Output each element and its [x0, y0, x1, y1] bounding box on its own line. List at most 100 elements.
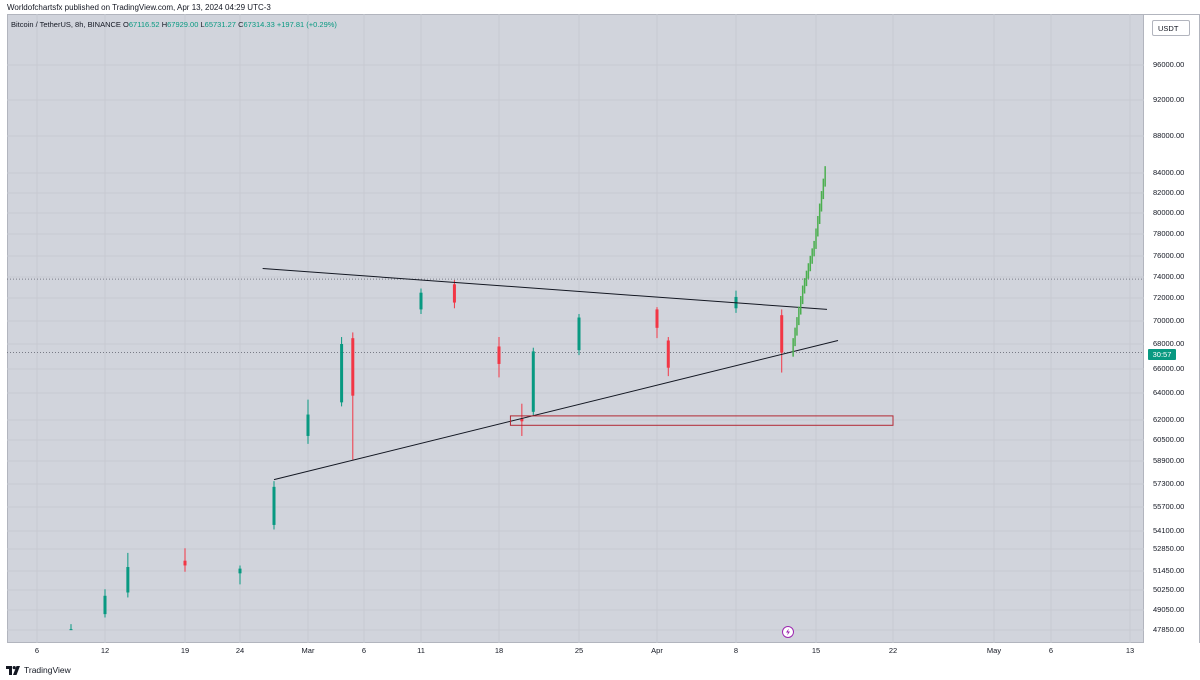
candle: [351, 332, 355, 460]
time-tick-label: Mar: [301, 646, 315, 655]
lightning-icon[interactable]: [782, 626, 794, 638]
candle: [655, 307, 659, 339]
price-tick-label: 52850.00: [1153, 544, 1185, 553]
candle: [272, 481, 276, 530]
trendline: [273, 340, 839, 481]
time-tick-label: 6: [34, 646, 40, 655]
tradingview-logo[interactable]: TradingView: [6, 663, 71, 677]
price-tick-label: 80000.00: [1153, 208, 1185, 217]
price-tick-label: 64000.00: [1153, 388, 1185, 397]
candle: [666, 337, 670, 377]
time-tick-label: 24: [235, 646, 245, 655]
price-tick-label: 96000.00: [1153, 60, 1185, 69]
price-tick-label: 76000.00: [1153, 251, 1185, 260]
price-tick-label: 72000.00: [1153, 293, 1185, 302]
brand-name: TradingView: [24, 665, 71, 675]
price-tick-label: 54100.00: [1153, 526, 1185, 535]
candle-body: [419, 292, 423, 310]
currency-button[interactable]: USDT: [1152, 20, 1190, 36]
price-tick-label: 70000.00: [1153, 316, 1185, 325]
candle-body: [126, 567, 130, 593]
legend-change: +197.81 (+0.29%): [276, 20, 337, 29]
candle-body: [666, 340, 670, 368]
price-tick-label: 66000.00: [1153, 364, 1185, 373]
time-tick-label: 15: [811, 646, 821, 655]
trendline: [262, 268, 828, 310]
candle: [306, 399, 310, 444]
candle-body: [531, 351, 535, 412]
last-price-tag: 30:57: [1148, 349, 1176, 360]
candle: [734, 290, 738, 313]
candle: [577, 314, 581, 356]
candle: [103, 589, 107, 618]
candle-body: [306, 414, 310, 436]
candle: [452, 280, 456, 309]
time-tick-label: 12: [100, 646, 110, 655]
price-tick-label: 74000.00: [1153, 272, 1185, 281]
price-tick-label: 57300.00: [1153, 479, 1185, 488]
price-tick-label: 58900.00: [1153, 456, 1185, 465]
price-tick-label: 62000.00: [1153, 415, 1185, 424]
price-tick-label: 84000.00: [1153, 168, 1185, 177]
price-tick-label: 92000.00: [1153, 95, 1185, 104]
time-tick-label: 6: [1048, 646, 1054, 655]
price-tick-label: 51450.00: [1153, 566, 1185, 575]
legend-high: 67929.00: [167, 20, 199, 29]
candle: [238, 565, 242, 585]
drawings: [262, 166, 894, 481]
candle-body: [272, 486, 276, 525]
price-tick-label: 78000.00: [1153, 229, 1185, 238]
candle: [780, 309, 784, 373]
candle: [419, 288, 423, 315]
price-tick-label: 55700.00: [1153, 502, 1185, 511]
legend-symbol: Bitcoin / TetherUS, 8h, BINANCE: [11, 20, 121, 29]
candle: [340, 337, 344, 407]
candle: [69, 624, 73, 631]
candle-body: [183, 560, 187, 566]
time-tick-label: 19: [180, 646, 190, 655]
time-tick-label: May: [986, 646, 1002, 655]
price-tick-label: 47850.00: [1153, 625, 1185, 634]
candle: [183, 548, 187, 572]
price-tick-label: 50250.00: [1153, 585, 1185, 594]
time-tick-label: 11: [417, 646, 425, 655]
time-tick-label: 25: [574, 646, 584, 655]
price-tick-label: 82000.00: [1153, 188, 1185, 197]
candle-body: [69, 629, 73, 631]
time-tick-label: 8: [733, 646, 739, 655]
grid-lines: [7, 14, 1144, 643]
time-tick-label: 18: [494, 646, 504, 655]
legend-low: 65731.27: [204, 20, 236, 29]
candles: [69, 280, 784, 631]
price-chart[interactable]: [7, 14, 1144, 643]
chart-pane[interactable]: [7, 14, 1144, 643]
candle-body: [238, 568, 242, 574]
legend-close: 67314.33: [243, 20, 275, 29]
candle-body: [452, 284, 456, 303]
time-tick-label: 22: [888, 646, 898, 655]
candle-body: [103, 595, 107, 615]
candle: [126, 552, 130, 598]
time-tick-label: 6: [361, 646, 367, 655]
time-tick-label: Apr: [651, 646, 663, 655]
price-tick-label: 88000.00: [1153, 131, 1185, 140]
candle-body: [780, 315, 784, 353]
legend-open: 67116.52: [128, 20, 160, 29]
price-tick-label: 60500.00: [1153, 435, 1185, 444]
candle-body: [497, 346, 501, 364]
demand-zone-rect: [509, 415, 894, 426]
price-tick-label: 49050.00: [1153, 605, 1185, 614]
candle: [520, 403, 524, 436]
candle-body: [340, 344, 344, 403]
candle: [531, 347, 535, 416]
symbol-legend: Bitcoin / TetherUS, 8h, BINANCE O67116.5…: [11, 20, 337, 29]
tradingview-logo-icon: [6, 665, 20, 675]
candle-body: [351, 338, 355, 396]
candle: [497, 337, 501, 378]
candle-body: [655, 309, 659, 328]
candle-body: [577, 317, 581, 351]
price-tick-label: 68000.00: [1153, 339, 1185, 348]
candle-body: [520, 418, 524, 422]
time-tick-label: 13: [1125, 646, 1135, 655]
published-header: Worldofchartsfx published on TradingView…: [7, 3, 271, 12]
